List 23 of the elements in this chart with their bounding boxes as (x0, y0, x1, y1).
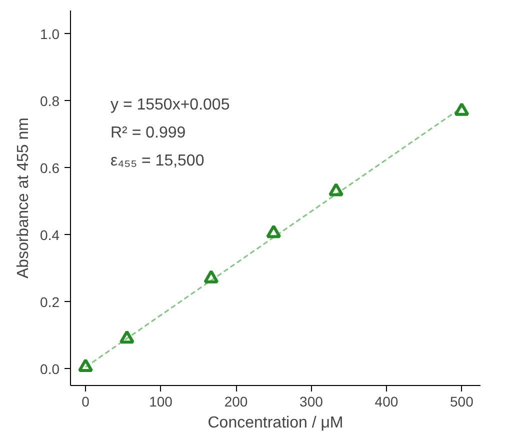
annotation: R² = 0.999 (110, 124, 186, 142)
point (454, 102, 470, 116)
annotation: y = 1550x+0.005 (110, 96, 230, 114)
point (78, 358, 94, 372)
y-tick-label: 0.0 (40, 360, 60, 377)
annotation: ε₄₅₅ = 15,500 (110, 152, 204, 170)
x-tick-label: 0 (82, 394, 90, 410)
x-tick-label: 400 (374, 394, 398, 410)
y-axis-title: Absorbance at 455 nm (15, 117, 32, 278)
y-tick-label: 0.6 (40, 160, 60, 176)
point (204, 270, 219, 284)
x-tick-label: 500 (450, 394, 474, 410)
x-tick-label: 100 (149, 394, 173, 410)
x-tick-label: 200 (224, 394, 248, 410)
y-tick-label: 0.4 (40, 226, 60, 243)
y-tick-label: 0.2 (40, 294, 60, 310)
y-tick-label: 0.8 (40, 92, 60, 109)
point (328, 182, 344, 196)
y-tick-label: 1.0 (40, 26, 60, 42)
x-tick-label: 300 (300, 394, 324, 410)
point (266, 224, 282, 238)
point (119, 330, 134, 344)
x-axis-title: Concentration / μM (208, 414, 344, 432)
